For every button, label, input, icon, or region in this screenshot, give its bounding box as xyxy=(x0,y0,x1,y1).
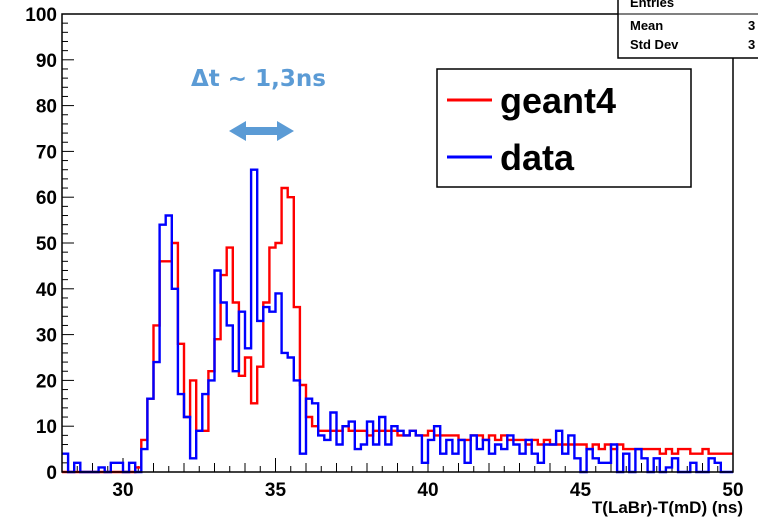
x-axis-title: T(LaBr)-T(mD) (ns) xyxy=(592,498,743,517)
legend-label-geant4: geant4 xyxy=(500,80,616,121)
y-tick-label: 70 xyxy=(36,142,57,163)
y-tick-label: 0 xyxy=(46,463,57,484)
stats-value-stddev: 3 xyxy=(748,37,755,52)
legend-label-data: data xyxy=(500,137,575,178)
x-tick-label: 45 xyxy=(570,480,592,501)
series-data xyxy=(62,168,733,474)
legend-frame xyxy=(436,68,692,188)
stats-value-mean: 3 xyxy=(748,18,755,33)
y-tick-label: 80 xyxy=(36,97,57,118)
y-tick-label: 90 xyxy=(36,51,57,72)
delta-t-annotation: Δt ~ 1,3ns xyxy=(191,66,326,141)
plot-frame xyxy=(61,13,734,473)
y-tick-label: 50 xyxy=(36,234,57,255)
axes-frame xyxy=(61,13,734,473)
stats-label-mean: Mean xyxy=(630,18,663,33)
stats-label-stddev: Std Dev xyxy=(630,37,679,52)
stats-label-entries: Entries xyxy=(630,0,674,10)
y-tick-label: 60 xyxy=(36,188,57,209)
y-tick-label: 20 xyxy=(36,371,57,392)
legend: geant4 data xyxy=(436,68,692,188)
y-tick-label: 10 xyxy=(36,417,57,438)
axes xyxy=(61,13,734,473)
x-tick-label: 30 xyxy=(112,480,133,501)
x-tick-label: 40 xyxy=(417,480,438,501)
histogram-series xyxy=(62,168,733,474)
y-tick-label: 40 xyxy=(36,280,57,301)
x-tick-label: 50 xyxy=(722,480,743,501)
y-tick-label: 100 xyxy=(25,5,57,26)
y-tick-label: 30 xyxy=(36,326,57,347)
delta-t-label: Δt ~ 1,3ns xyxy=(191,66,326,92)
stats-box-frame xyxy=(617,0,758,59)
double-arrow-icon xyxy=(229,121,294,141)
stats-box: Entries Mean 3 Std Dev 3 xyxy=(617,0,758,59)
tick-labels: 0 10 20 30 40 50 60 70 80 90 100 30 35 40 45 50 xyxy=(25,5,743,501)
x-tick-label: 35 xyxy=(265,480,287,501)
